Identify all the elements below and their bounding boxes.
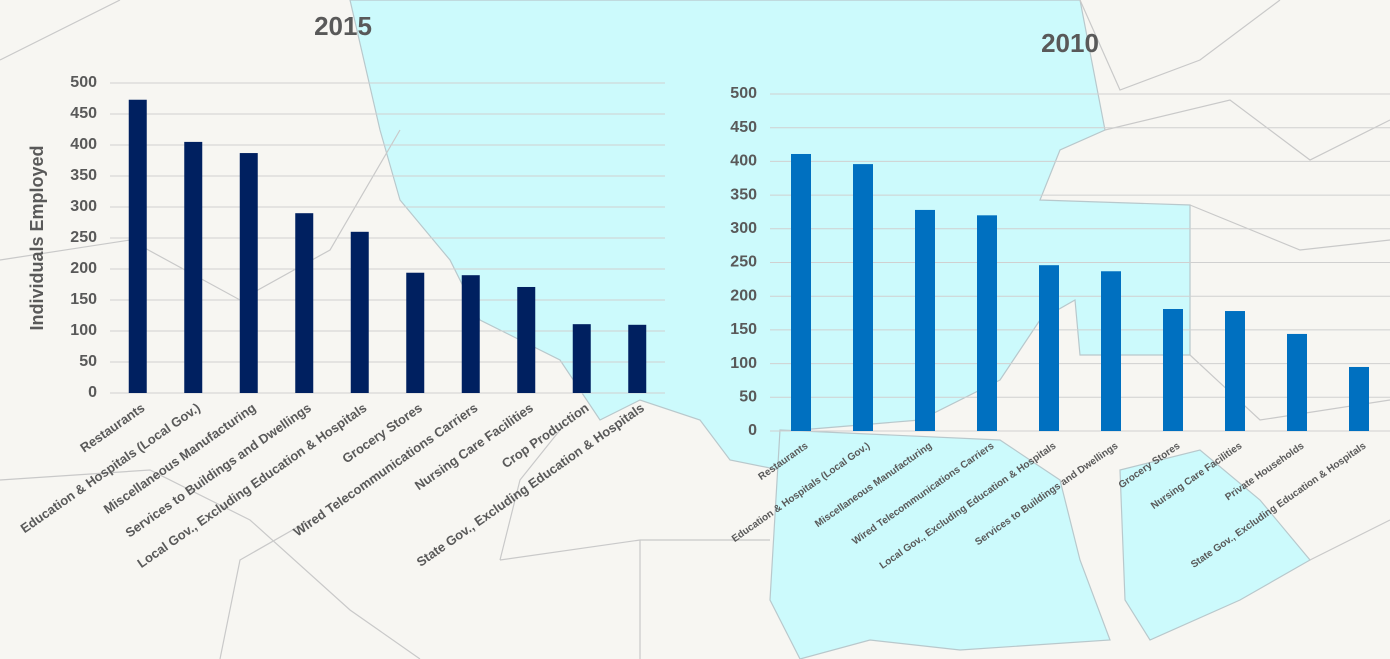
y-tick-label: 50	[79, 353, 97, 370]
bar	[791, 153, 811, 431]
bar	[1225, 311, 1245, 431]
y-tick-label: 200	[730, 287, 757, 304]
y-tick-label: 350	[70, 167, 97, 184]
bar	[517, 286, 536, 393]
y-tick-label: 250	[730, 254, 757, 271]
bar	[406, 272, 425, 393]
y-tick-label: 400	[70, 136, 97, 153]
bar	[1349, 366, 1369, 431]
bar	[628, 324, 647, 393]
y-axis-label: Individuals Employed	[27, 145, 47, 330]
bar	[1101, 271, 1121, 431]
bar	[915, 209, 935, 431]
y-tick-label: 400	[730, 153, 757, 170]
bar	[977, 215, 997, 431]
bar	[295, 213, 314, 393]
y-tick-label: 500	[70, 74, 97, 91]
bar	[350, 231, 369, 393]
bar	[461, 275, 480, 393]
y-tick-label: 150	[730, 321, 757, 338]
y-tick-label: 200	[70, 260, 97, 277]
bar	[1163, 309, 1183, 431]
y-tick-label: 500	[730, 85, 757, 102]
bar	[128, 99, 147, 394]
y-tick-label: 100	[730, 355, 757, 372]
y-tick-label: 300	[70, 198, 97, 215]
y-tick-label: 350	[730, 186, 757, 203]
y-tick-label: 250	[70, 229, 97, 246]
bar	[239, 153, 258, 393]
y-tick-label: 450	[70, 105, 97, 122]
bar	[1287, 333, 1307, 431]
y-tick-label: 0	[88, 384, 97, 401]
chart-title: 2015	[314, 11, 372, 41]
y-tick-label: 450	[730, 119, 757, 136]
chart-title: 2010	[1041, 28, 1099, 58]
bar	[572, 324, 591, 393]
bar	[1039, 265, 1059, 431]
y-tick-label: 150	[70, 291, 97, 308]
bar	[184, 141, 203, 393]
y-tick-label: 300	[730, 220, 757, 237]
bar	[853, 164, 873, 431]
y-tick-label: 100	[70, 322, 97, 339]
y-tick-label: 0	[748, 422, 757, 439]
y-tick-label: 50	[739, 389, 757, 406]
